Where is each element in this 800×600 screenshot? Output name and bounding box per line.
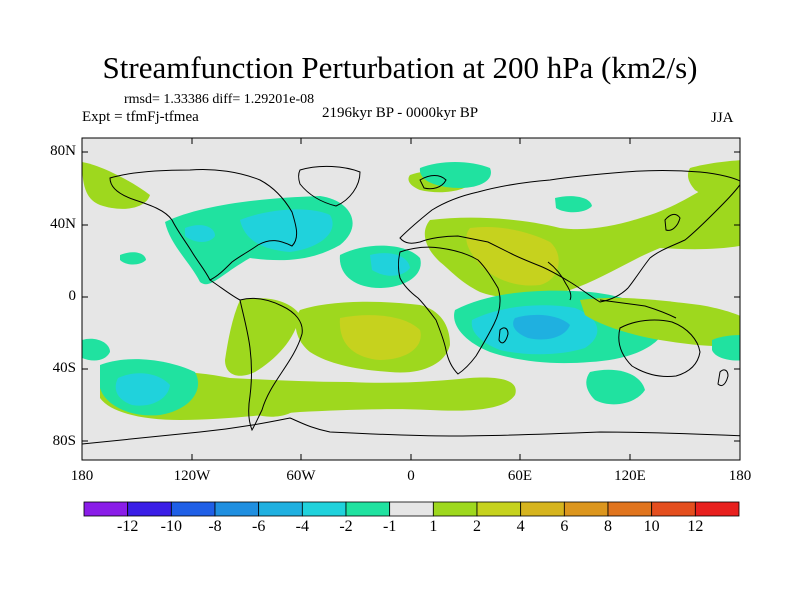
contour-negative-southern-ocean-mid — [586, 369, 645, 405]
colorbar-swatch — [432, 501, 478, 517]
contour-negative-west-africa-core — [370, 253, 410, 276]
colorbar-swatch — [301, 501, 347, 517]
contour-negative-north-atlantic-core — [240, 209, 333, 252]
colorbar-label: 2 — [473, 518, 481, 535]
contour-positive-north-pacific — [82, 162, 150, 209]
colorbar-label: -12 — [116, 518, 139, 535]
contour-negative-indian-ocean-core — [513, 314, 570, 340]
coastline-africa — [398, 246, 501, 375]
contour-positive-south-atlantic-core — [339, 315, 421, 360]
contour-negative-southern-ocean-west-core — [115, 373, 170, 406]
experiment-label: Expt = tfmFj-tfmea — [82, 109, 199, 125]
coastline-antarctica — [82, 417, 740, 445]
coastline-indonesia — [599, 299, 677, 319]
contour-positive-central-pacific-south — [245, 389, 300, 417]
contour-negative-south-pacific-east — [712, 334, 740, 361]
coastline-japan — [664, 213, 681, 231]
contour-negative-north-atlantic-small — [120, 252, 146, 265]
lon-label-180e: 180 — [728, 468, 752, 484]
colorbar-label: -1 — [382, 518, 397, 535]
colorbar-swatch — [83, 501, 129, 517]
coastline-india — [547, 261, 572, 301]
lon-label-180w: 180 — [70, 468, 94, 484]
coastline-central-america — [209, 279, 241, 301]
contour-negative-gulf — [185, 225, 215, 242]
colorbar-label: 8 — [604, 518, 612, 535]
map-title: Streamfunction Perturbation at 200 hPa (… — [102, 50, 698, 85]
contour-positive-eurasia-core — [466, 226, 559, 286]
colorbar-swatch — [694, 501, 740, 517]
season-label: JJA — [711, 110, 734, 126]
colorbar-label: -8 — [208, 518, 222, 535]
coastlines — [82, 165, 740, 445]
coastline-new-zealand — [717, 369, 729, 387]
lat-label-80s: 80S — [52, 433, 76, 449]
colorbar-label: -10 — [160, 518, 182, 535]
contour-positive-north-pacific-east — [687, 160, 740, 202]
coastline-north-america — [109, 169, 298, 281]
colorbar-swatch — [651, 501, 696, 517]
contour-negative-greenland — [419, 162, 491, 188]
colorbar-swatch — [127, 501, 172, 517]
colorbar-label: 4 — [516, 518, 525, 535]
colorbar-swatch — [389, 501, 434, 517]
lat-label-80n: 80N — [50, 143, 76, 159]
colorbar-label: 12 — [687, 518, 704, 535]
lon-label-60e: 60E — [507, 468, 533, 484]
contour-negative-east-pacific — [82, 338, 110, 361]
colorbar-label: -2 — [339, 518, 353, 535]
colorbar-swatch — [170, 501, 216, 517]
colorbar-swatch — [476, 501, 522, 517]
colorbar-label: -6 — [251, 518, 266, 535]
stats-text: rmsd= 1.33386 diff= 1.29201e-08 — [124, 92, 315, 107]
coastline-eurasia — [399, 170, 740, 303]
period-label: 2196kyr BP - 0000kyr BP — [322, 105, 479, 121]
lat-label-0: 0 — [68, 288, 77, 304]
colorbar-swatch — [214, 501, 260, 517]
coastline-greenland — [298, 165, 361, 207]
lat-label-40n: 40N — [50, 216, 76, 232]
lat-label-40s: 40S — [52, 360, 76, 376]
contour-positive-west-pacific — [580, 297, 740, 347]
colorbar-swatch — [258, 501, 303, 517]
colorbar-swatch — [563, 501, 609, 517]
axis-ticks — [81, 138, 741, 460]
contour-negative-atlantic-small — [555, 196, 592, 213]
colorbar-label: 1 — [429, 518, 438, 535]
contour-positive-southern-ocean — [100, 371, 516, 420]
colorbar — [83, 501, 740, 517]
coastline-madagascar — [498, 327, 509, 344]
coastline-arctic-islands — [419, 175, 447, 190]
colorbar-swatch — [607, 501, 653, 517]
coastline-south-america — [239, 297, 303, 432]
colorbar-label: -4 — [295, 518, 309, 535]
lon-label-120e: 120E — [614, 468, 646, 484]
colorbar-label: 10 — [643, 518, 660, 535]
coastline-australia — [618, 319, 701, 377]
colorbar-swatch — [520, 501, 565, 517]
colorbar-label: 6 — [560, 518, 569, 535]
lon-label-60w: 60W — [286, 468, 316, 484]
colorbar-swatch — [345, 501, 391, 517]
lon-label-0: 0 — [407, 468, 415, 484]
lon-label-120w: 120W — [173, 468, 211, 484]
